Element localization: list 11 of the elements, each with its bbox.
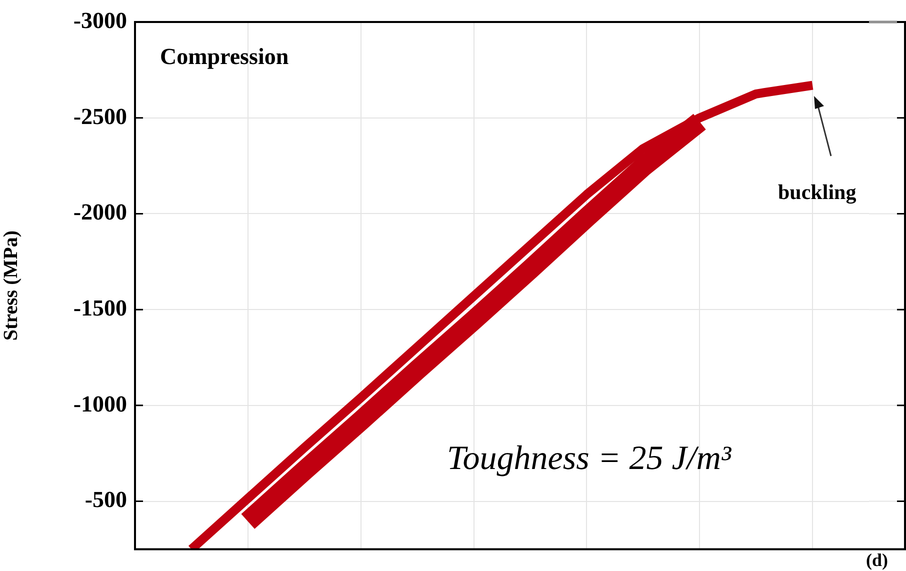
annotation: Toughness = 25 J/m³	[447, 440, 732, 478]
annotation: Compression	[160, 44, 289, 70]
y-tick-label: -1500	[73, 296, 127, 320]
y-tick-label: -2000	[73, 200, 127, 225]
y-tick-label: -500	[84, 487, 127, 512]
y-tick-label: -1000	[73, 391, 127, 416]
text: (d)	[866, 550, 888, 571]
y-tick-label: -3000	[73, 8, 127, 33]
annotation: buckling	[778, 180, 856, 205]
y-tick-label: -2500	[73, 104, 127, 129]
y-axis-title: Stress (MPa)	[0, 230, 22, 341]
